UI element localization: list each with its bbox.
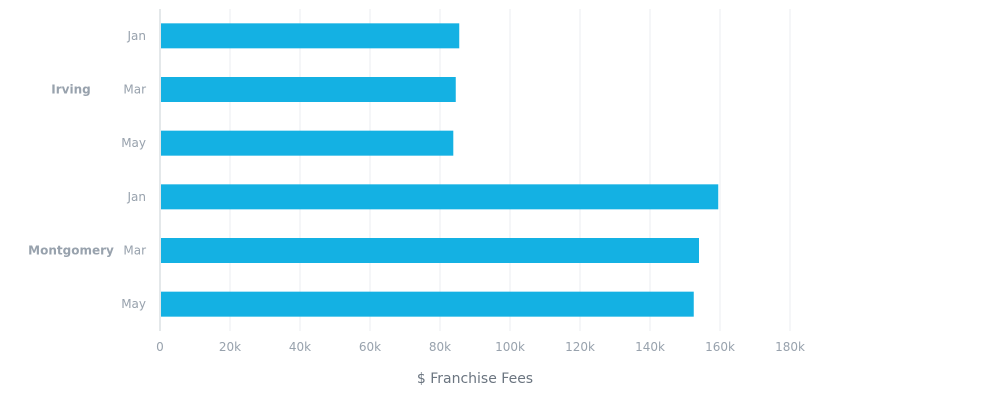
y-axis-group-labels: Irving Montgomery xyxy=(28,83,114,258)
x-tick-label: 80k xyxy=(429,340,451,354)
x-axis-title: $ Franchise Fees xyxy=(417,371,533,387)
x-tick-label: 140k xyxy=(635,340,665,354)
y-category-label: Mar xyxy=(123,244,146,258)
bar-montgomery-jan xyxy=(161,184,719,210)
x-tick-label: 180k xyxy=(775,340,805,354)
gridlines xyxy=(229,9,791,331)
x-tick-label: 160k xyxy=(705,340,735,354)
bar-irving-jan xyxy=(161,23,460,49)
y-category-label: Jan xyxy=(127,29,147,43)
y-category-label: May xyxy=(121,297,146,311)
x-tick-label: 60k xyxy=(359,340,381,354)
y-category-label: Mar xyxy=(123,83,146,97)
y-group-label: Irving xyxy=(51,83,90,97)
y-category-label: May xyxy=(121,136,146,150)
y-group-label: Montgomery xyxy=(28,244,114,258)
x-tick-label: 100k xyxy=(495,340,525,354)
x-tick-label: 0 xyxy=(156,340,164,354)
bar-montgomery-may xyxy=(161,291,694,317)
x-tick-label: 120k xyxy=(565,340,595,354)
bars xyxy=(161,23,719,317)
x-tick-label: 20k xyxy=(219,340,241,354)
bar-irving-mar xyxy=(161,77,456,102)
bar-montgomery-mar xyxy=(161,238,699,263)
x-axis-ticks: 0 20k 40k 60k 80k 100k 120k 140k 160k 180k xyxy=(156,340,805,354)
x-tick-label: 40k xyxy=(289,340,311,354)
y-category-label: Jan xyxy=(127,190,147,204)
bar-irving-may xyxy=(161,130,454,156)
y-axis-category-labels: Jan Mar May Jan Mar May xyxy=(121,29,146,311)
